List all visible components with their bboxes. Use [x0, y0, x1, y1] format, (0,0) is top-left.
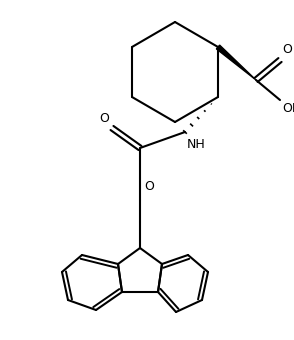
Text: O: O [282, 43, 292, 56]
Text: O: O [99, 112, 109, 125]
Polygon shape [216, 45, 256, 80]
Text: OH: OH [282, 102, 294, 115]
Text: O: O [144, 180, 154, 193]
Text: NH: NH [187, 138, 206, 151]
